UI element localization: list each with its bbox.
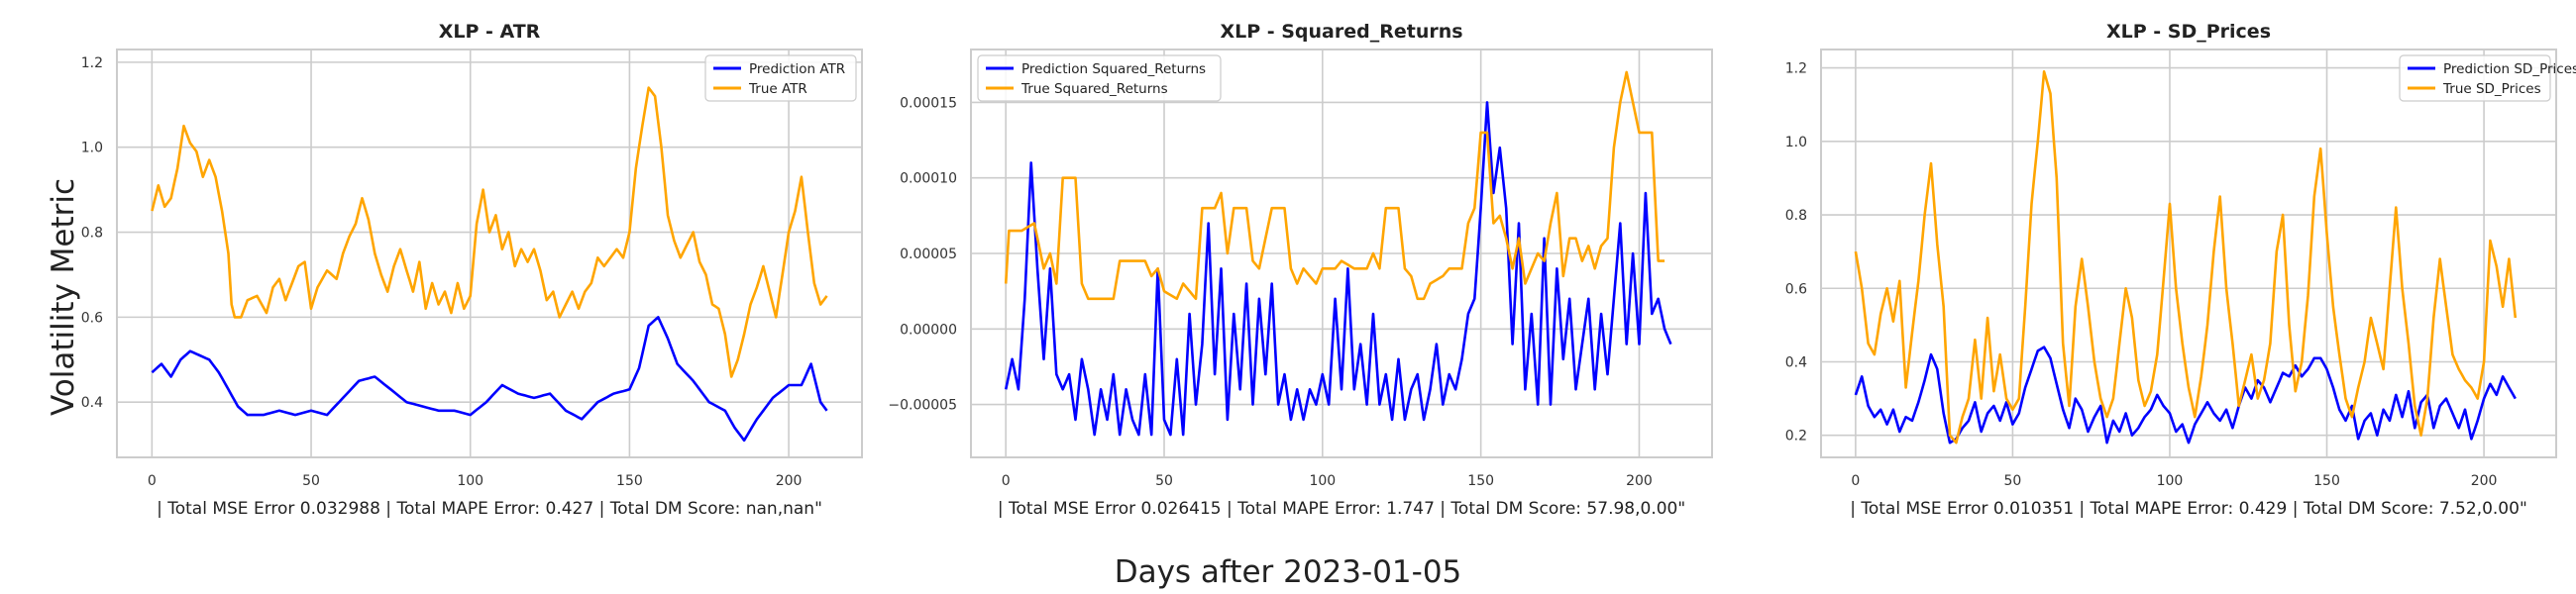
legend-label: Prediction ATR bbox=[749, 61, 845, 77]
chart-panel-3: 0 50 100 150 200 0.2 0.4 0.6 0.8 1.0 1.2 XLP - SD_P… bbox=[1785, 21, 2576, 519]
chart-title: XLP - ATR bbox=[439, 21, 541, 43]
x-tick-label: 50 bbox=[302, 473, 320, 489]
chart-xlabel: | Total MSE Error 0.010351 | Total MAPE … bbox=[1850, 499, 2527, 519]
legend-label: True ATR bbox=[748, 81, 807, 97]
legend-label: Prediction SD_Prices bbox=[2443, 61, 2576, 77]
legend-label: True Squared_Returns bbox=[1020, 81, 1168, 97]
x-tick-label: 100 bbox=[1309, 473, 1336, 489]
y-tick-label: 0.00015 bbox=[900, 95, 957, 111]
series-line bbox=[1004, 70, 1665, 301]
chart-panel-1: 0 50 100 150 200 0.4 0.6 0.8 1.0 1.2 XLP - ATR | To… bbox=[81, 21, 863, 519]
x-tick-label: 150 bbox=[2313, 473, 2340, 489]
plot-frame bbox=[116, 49, 863, 458]
x-tick-label: 50 bbox=[2004, 473, 2022, 489]
x-tick-label: 100 bbox=[2157, 473, 2184, 489]
plot-area bbox=[117, 50, 862, 457]
y-tick-label: 0.6 bbox=[81, 310, 103, 326]
series-line bbox=[1004, 101, 1672, 437]
x-tick-label: 0 bbox=[1002, 473, 1011, 489]
legend-label: True SD_Prices bbox=[2442, 81, 2541, 97]
chart-xlabel: | Total MSE Error 0.032988 | Total MAPE … bbox=[157, 499, 822, 519]
x-tick-label: 150 bbox=[1467, 473, 1494, 489]
y-tick-label: 1.0 bbox=[1785, 135, 1807, 150]
x-tick-label: 100 bbox=[457, 473, 483, 489]
legend-label: Prediction Squared_Returns bbox=[1021, 61, 1206, 77]
chart-panel-2: 0 50 100 150 200 −0.00005 0.00000 0.00005 0.0001… bbox=[888, 21, 1713, 519]
chart-xlabel: | Total MSE Error 0.026415 | Total MAPE … bbox=[998, 499, 1685, 519]
y-tick-label: 0.4 bbox=[1785, 354, 1807, 370]
y-tick-label: 0.00010 bbox=[900, 171, 957, 187]
y-tick-label: 0.4 bbox=[81, 395, 103, 411]
series-line bbox=[1854, 70, 2518, 445]
chart-title: XLP - SD_Prices bbox=[2106, 21, 2271, 43]
y-tick-label: 0.2 bbox=[1785, 429, 1807, 445]
plot-frame bbox=[1820, 49, 2557, 458]
legend-box bbox=[704, 54, 857, 102]
x-tick-label: 0 bbox=[148, 473, 157, 489]
legend-box bbox=[2399, 54, 2551, 102]
y-tick-label: −0.00005 bbox=[888, 398, 957, 414]
plot-frame bbox=[970, 49, 1713, 458]
series-line bbox=[151, 316, 828, 443]
y-tick-label: 1.0 bbox=[81, 141, 103, 156]
chart-title: XLP - Squared_Returns bbox=[1220, 21, 1462, 43]
y-tick-label: 0.00005 bbox=[900, 247, 957, 262]
x-tick-label: 200 bbox=[1626, 473, 1653, 489]
x-tick-label: 50 bbox=[1155, 473, 1173, 489]
y-tick-label: 0.6 bbox=[1785, 281, 1807, 297]
x-tick-label: 200 bbox=[776, 473, 803, 489]
y-tick-label: 1.2 bbox=[1785, 61, 1807, 77]
y-tick-label: 0.8 bbox=[81, 226, 103, 242]
legend-box bbox=[977, 54, 1222, 102]
x-tick-label: 200 bbox=[2471, 473, 2498, 489]
series-line bbox=[1854, 346, 2517, 445]
series-line bbox=[151, 86, 828, 378]
figure-ylabel: Volatility Metric bbox=[46, 177, 81, 417]
figure-xlabel: Days after 2023-01-05 bbox=[1114, 554, 1462, 590]
y-tick-label: 0.8 bbox=[1785, 208, 1807, 224]
x-tick-label: 150 bbox=[616, 473, 643, 489]
x-tick-label: 0 bbox=[1851, 473, 1860, 489]
plot-area bbox=[1821, 50, 2556, 457]
y-tick-label: 0.00000 bbox=[900, 322, 957, 338]
y-tick-label: 1.2 bbox=[81, 55, 103, 71]
